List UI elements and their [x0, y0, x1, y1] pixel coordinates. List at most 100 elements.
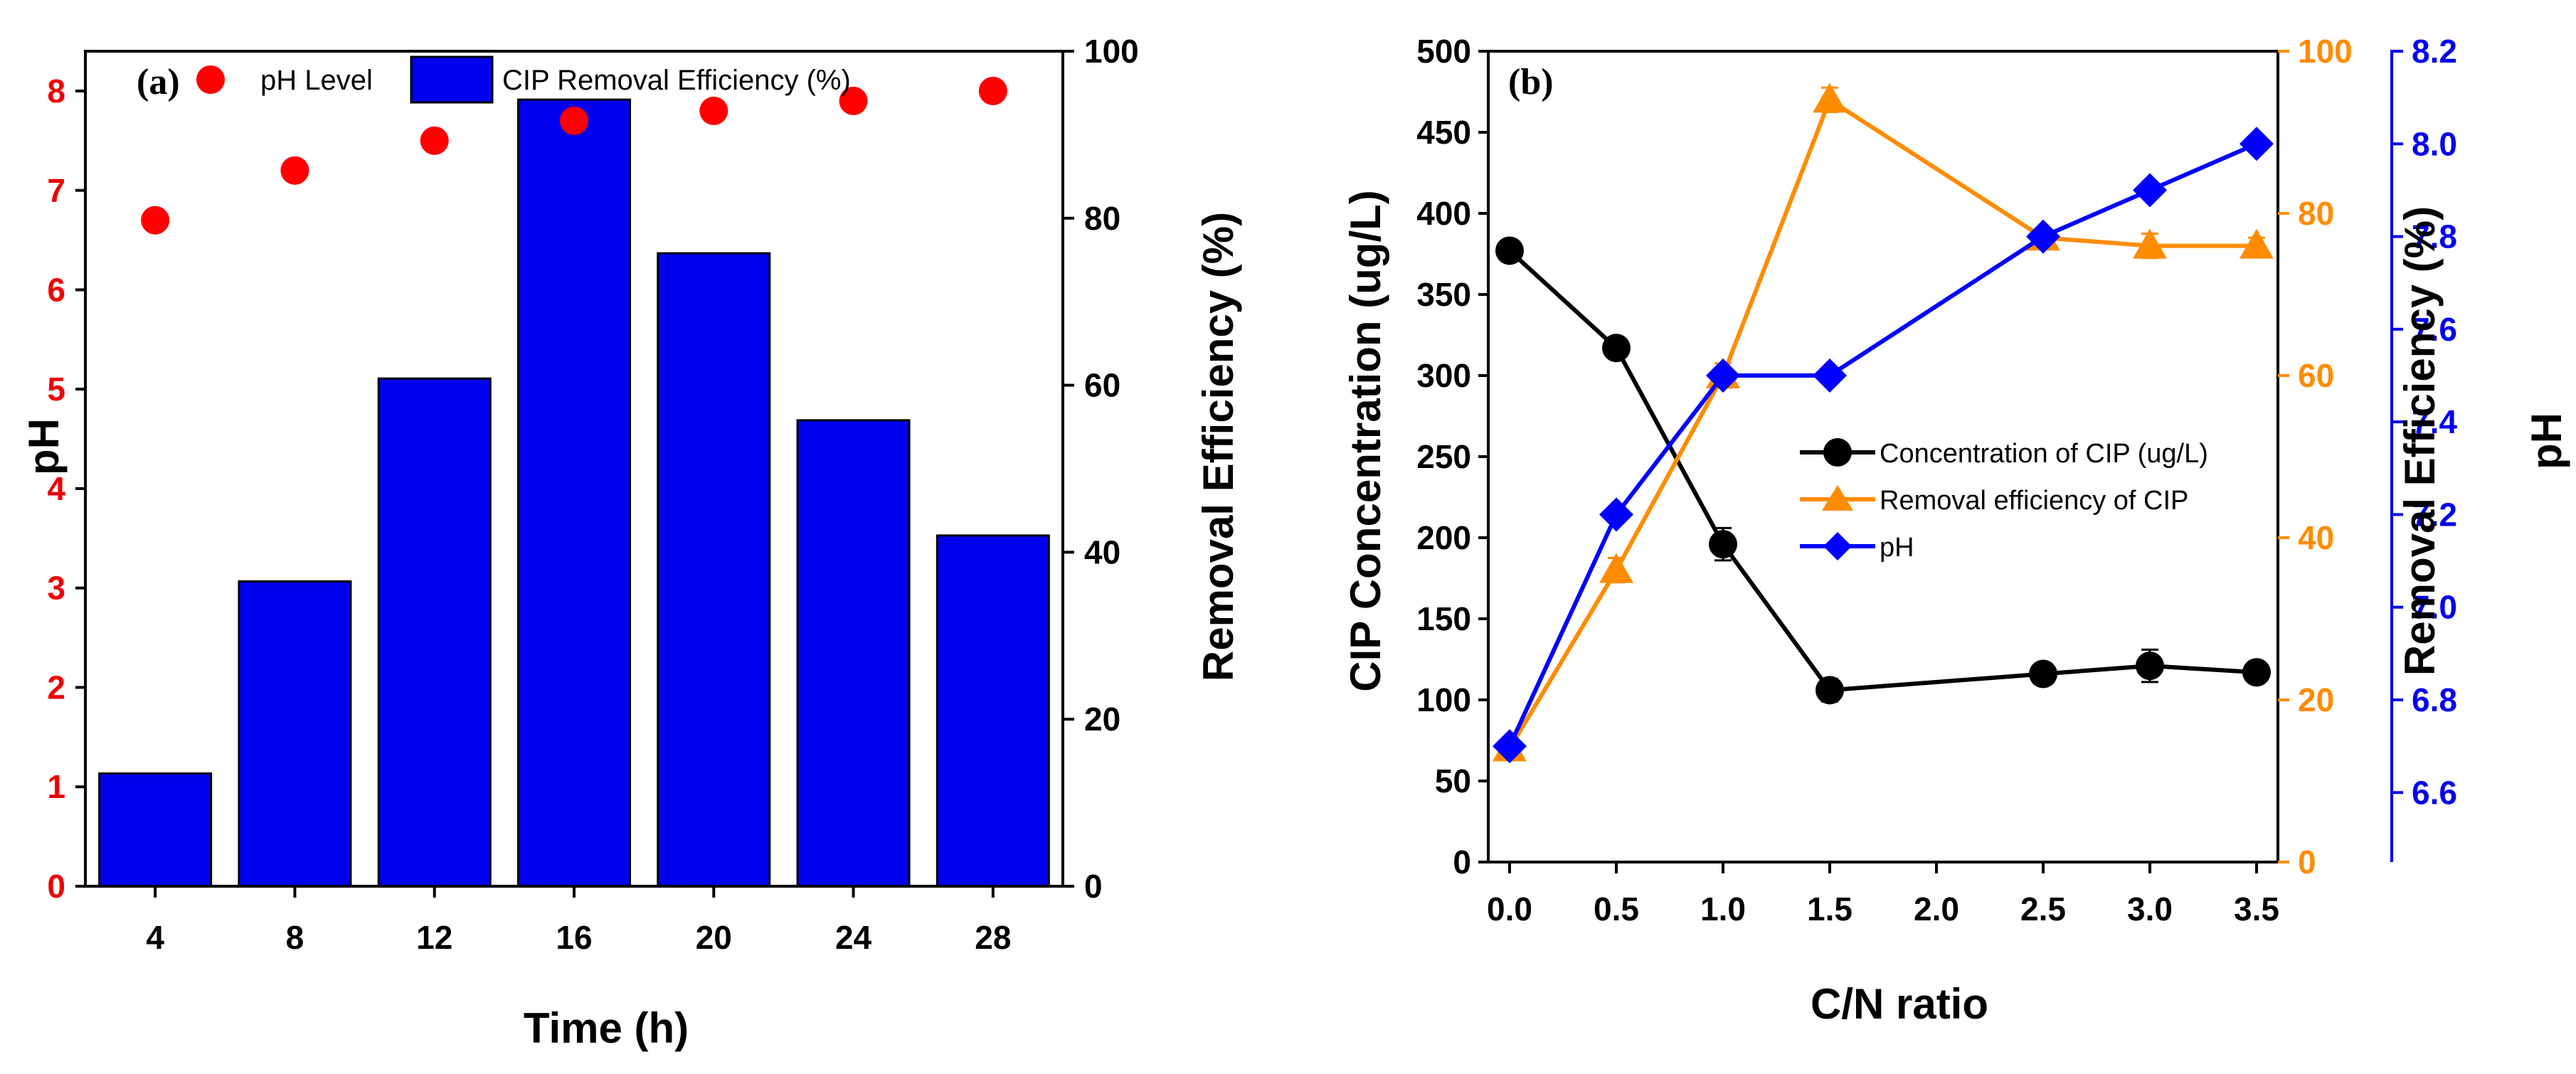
x-axis-title-a: Time (h) [524, 1004, 689, 1052]
left-tick-label: 300 [1416, 357, 1471, 394]
x-tick-label: 20 [696, 919, 732, 956]
panel-label-a: (a) [137, 62, 180, 102]
ph-point [280, 156, 309, 185]
x-tick-label: 28 [975, 919, 1011, 956]
left-tick-label: 400 [1416, 195, 1471, 232]
removal-point [1599, 553, 1633, 583]
left-axis-ticks-b: 0 50 100 150 200 250 300 350 400 450 500 [1416, 33, 1488, 881]
left-tick-label: 2 [47, 669, 65, 706]
x-tick-label: 2.5 [2020, 890, 2066, 927]
x-axis-ticks-a: 4 8 12 16 20 24 28 [146, 886, 1011, 956]
right-tick-label: 20 [2298, 681, 2334, 718]
concentration-point [1495, 236, 1524, 265]
x-tick-label: 1.5 [1807, 890, 1853, 927]
legend-conc-label: Concentration of CIP (ug/L) [1880, 439, 2208, 469]
removal-point [2133, 228, 2167, 259]
left-tick-label: 200 [1416, 519, 1471, 556]
x-tick-label: 3.5 [2234, 890, 2279, 927]
removal-bar [796, 419, 911, 888]
concentration-point [2029, 659, 2057, 688]
ph-point [839, 86, 868, 115]
x-tick-label: 24 [835, 919, 872, 956]
ph-point [978, 76, 1007, 105]
x-axis-ticks-b: 0.0 0.5 1.0 1.5 2.0 2.5 3.0 3.5 [1487, 862, 2279, 927]
x-axis-title-b: C/N ratio [1811, 980, 1988, 1028]
right2-tick-label: 7.0 [2412, 589, 2457, 626]
x-tick-label: 4 [146, 919, 164, 956]
ph-point-b [1599, 497, 1633, 532]
right2-tick-label: 7.4 [2412, 403, 2457, 440]
ph-point [699, 96, 728, 125]
ph-point-b [1493, 729, 1527, 764]
ph-point-b [2026, 219, 2060, 254]
right-axis-ticks-b: 0 20 40 60 80 100 [2278, 33, 2353, 881]
removal-bar [377, 377, 492, 888]
right-axis-title-a: Removal Efficiency (%) [1194, 212, 1242, 681]
bar-group [98, 98, 1050, 888]
series-line [1507, 249, 2257, 693]
right-tick-label: 0 [1084, 868, 1103, 905]
left-tick-label: 450 [1416, 114, 1471, 151]
left-axis-title-b: CIP Concentration (ug/L) [1342, 190, 1389, 692]
left-tick-label: 4 [47, 470, 65, 507]
right2-tick-label: 7.2 [2412, 496, 2457, 533]
x-tick-label: 2.0 [1914, 890, 1959, 927]
right2-tick-label: 7.8 [2412, 218, 2457, 255]
ph-point-b [2133, 173, 2167, 208]
x-tick-label: 12 [416, 919, 452, 956]
left-tick-label: 0 [1453, 844, 1471, 881]
x-tick-label: 16 [556, 919, 592, 956]
right-tick-label: 60 [1084, 367, 1120, 404]
right-tick-label: 60 [2298, 357, 2334, 394]
removal-bar [935, 534, 1050, 888]
legend-ph-marker [196, 65, 225, 94]
chart-panel-b: 0 50 100 150 200 250 300 350 400 450 500 0 20 40 60 80… [1342, 33, 2570, 1028]
left-tick-label: 6 [47, 271, 65, 308]
right2-axis-title-b: pH [2523, 413, 2570, 469]
x-tick-label: 8 [286, 919, 304, 956]
removal-bar [98, 772, 213, 888]
removal-point [2240, 228, 2274, 259]
right2-tick-label: 8.0 [2412, 125, 2457, 162]
legend-removal-label: Removal efficiency of CIP [1880, 486, 2188, 516]
right-tick-label: 40 [2298, 519, 2334, 556]
left-tick-label: 5 [47, 371, 65, 408]
legend-a: pH Level CIP Removal Efficiency (%) [196, 55, 851, 104]
left-tick-label: 8 [47, 73, 65, 110]
removal-bar [238, 580, 352, 888]
left-tick-label: 3 [47, 570, 65, 607]
legend-ph-diamond [1823, 532, 1852, 560]
left-tick-label: 50 [1435, 762, 1471, 799]
right-tick-label: 80 [1084, 200, 1120, 237]
right2-axis-ticks-b: 6.6 6.8 7.0 7.2 7.4 7.6 7.8 8.0 8.2 [2392, 33, 2457, 811]
left-tick-label: 350 [1416, 276, 1471, 313]
left-axis-title-a: pH [20, 418, 68, 475]
right2-tick-label: 6.6 [2412, 774, 2457, 811]
right-tick-label: 0 [2298, 844, 2316, 881]
removal-bar [657, 252, 771, 888]
legend-removal-marker [1822, 485, 1853, 511]
left-axis-ticks-a: 0 1 2 3 4 5 6 7 8 [47, 73, 85, 905]
right2-tick-label: 8.2 [2412, 33, 2457, 70]
left-tick-label: 0 [47, 868, 65, 905]
concentration-point [2242, 658, 2271, 687]
left-tick-label: 7 [47, 172, 65, 209]
ph-point [560, 106, 588, 135]
right-axis-ticks-a: 0 20 40 60 80 100 [1063, 33, 1139, 905]
right-tick-label: 100 [2298, 33, 2353, 70]
x-tick-label: 3.0 [2127, 890, 2173, 927]
legend-b: Concentration of CIP (ug/L) Removal effi… [1800, 438, 2208, 563]
ph-point-b [2240, 127, 2274, 161]
left-tick-label: 250 [1416, 438, 1471, 475]
ph-point-b [1706, 358, 1740, 393]
ph-point [141, 206, 170, 235]
x-tick-label: 0.5 [1594, 890, 1639, 927]
right-tick-label: 100 [1084, 33, 1139, 70]
right2-tick-label: 6.8 [2412, 681, 2457, 718]
concentration-point [1816, 676, 1844, 705]
legend-ph-label-b: pH [1880, 533, 1914, 563]
right-tick-label: 20 [1084, 701, 1120, 738]
legend-conc-marker [1823, 438, 1852, 467]
